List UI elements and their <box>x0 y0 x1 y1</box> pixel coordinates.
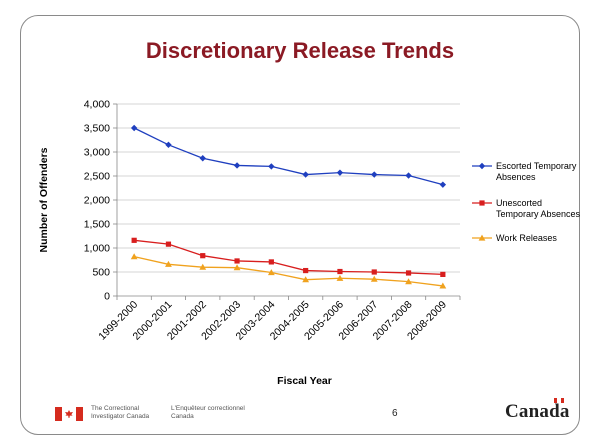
series-line <box>134 240 443 274</box>
legend-swatch-marker <box>479 200 484 205</box>
data-point <box>302 171 308 177</box>
data-point <box>268 163 274 169</box>
legend-label: Temporary Absences <box>496 209 581 219</box>
footer-org: The Correctional Investigator Canada L'E… <box>55 405 261 421</box>
canada-flag-icon <box>55 407 83 421</box>
data-point <box>132 238 137 243</box>
data-point <box>200 253 205 258</box>
org-name-en: The Correctional Investigator Canada <box>91 405 165 420</box>
data-point <box>337 269 342 274</box>
y-tick-label: 500 <box>92 267 110 279</box>
org-name-fr: L'Enquêteur correctionnel Canada <box>171 405 261 420</box>
data-point <box>234 162 240 168</box>
legend-label: Escorted Temporary <box>496 161 577 171</box>
data-point <box>166 242 171 247</box>
data-point <box>440 272 445 277</box>
y-tick-label: 2,000 <box>84 195 110 207</box>
data-point <box>269 259 274 264</box>
data-point <box>405 172 411 178</box>
y-axis-title: Number of Offenders <box>38 147 50 252</box>
data-point <box>406 270 411 275</box>
series-line <box>134 257 443 286</box>
y-tick-label: 1,000 <box>84 243 110 255</box>
y-tick-label: 2,500 <box>84 171 110 183</box>
data-point <box>200 155 206 161</box>
y-tick-label: 3,500 <box>84 123 110 135</box>
y-tick-label: 3,000 <box>84 147 110 159</box>
y-tick-label: 1,500 <box>84 219 110 231</box>
data-point <box>337 169 343 175</box>
canada-wordmark: Canada <box>505 401 570 423</box>
legend-label: Work Releases <box>496 233 557 243</box>
data-point <box>372 269 377 274</box>
data-point <box>131 125 137 131</box>
data-point <box>371 171 377 177</box>
wordmark-flag-icon <box>554 398 564 403</box>
data-point <box>131 253 138 259</box>
page-number: 6 <box>392 408 398 419</box>
legend-label: Unescorted <box>496 198 542 208</box>
wordmark-text: Canada <box>505 401 570 422</box>
data-point <box>440 181 446 187</box>
y-tick-label: 0 <box>104 291 110 303</box>
y-tick-label: 4,000 <box>84 99 110 111</box>
legend-swatch-marker <box>479 163 485 169</box>
data-point <box>165 142 171 148</box>
data-point <box>234 258 239 263</box>
legend-label: Absences <box>496 172 536 182</box>
x-axis-title: Fiscal Year <box>277 375 332 387</box>
data-point <box>303 268 308 273</box>
